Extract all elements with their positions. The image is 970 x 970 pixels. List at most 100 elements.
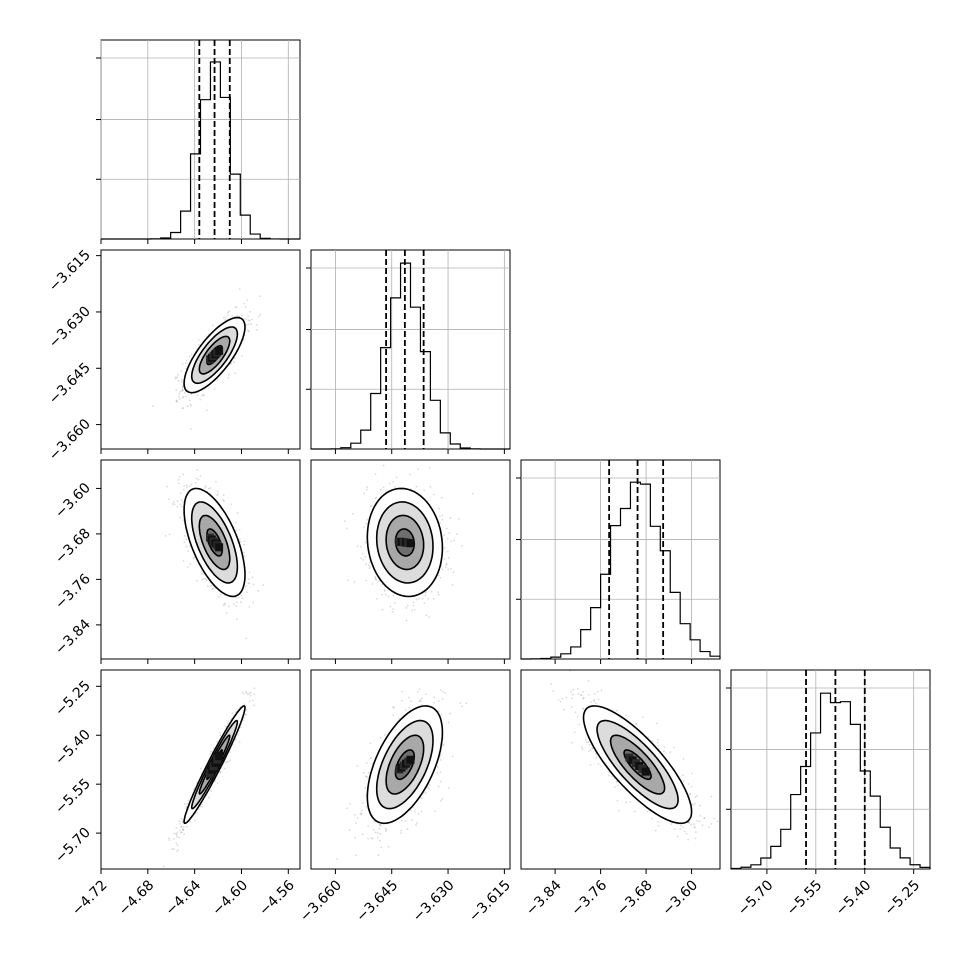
scatter-point <box>433 701 436 704</box>
scatter-point <box>369 505 372 508</box>
scatter-point <box>172 848 175 851</box>
scatter-point <box>439 771 442 774</box>
scatter-point <box>178 392 181 395</box>
scatter-point <box>367 564 370 567</box>
scatter-point <box>437 591 440 594</box>
scatter-point <box>185 359 188 362</box>
scatter-point <box>409 473 412 476</box>
scatter-point <box>182 395 185 398</box>
scatter-point <box>243 543 245 546</box>
scatter-point <box>413 608 416 611</box>
scatter-point <box>433 810 436 813</box>
scatter-point <box>437 593 440 596</box>
scatter-point <box>442 690 445 693</box>
scatter-point <box>447 568 450 571</box>
scatter-point <box>371 762 374 765</box>
scatter-point <box>439 780 442 783</box>
scatter-point <box>443 558 446 560</box>
scatter-point <box>234 306 237 308</box>
scatter-point <box>387 845 390 848</box>
scatter-point <box>185 807 188 809</box>
scatter-point <box>439 799 442 802</box>
scatter-point <box>199 475 202 478</box>
scatter-point <box>249 694 252 697</box>
density-pixel <box>406 539 415 548</box>
scatter-point <box>176 500 179 503</box>
scatter-point <box>405 607 408 609</box>
scatter-panel-3-2 <box>520 669 721 874</box>
scatter-point <box>222 494 225 496</box>
scatter-point <box>679 824 682 827</box>
scatter-point <box>423 489 426 492</box>
scatter-point <box>394 486 396 488</box>
scatter-point <box>424 791 427 794</box>
scatter-point <box>446 537 449 540</box>
scatter-point <box>381 593 383 596</box>
scatter-panel-3-0 <box>96 669 301 874</box>
histogram-step <box>520 481 721 660</box>
scatter-point <box>672 746 675 749</box>
scatter-point <box>364 555 367 558</box>
scatter-point <box>416 822 418 824</box>
scatter-point <box>215 480 217 483</box>
scatter-point <box>205 579 208 582</box>
scatter-point <box>236 512 239 514</box>
scatter-point <box>190 483 193 486</box>
scatter-point <box>259 313 262 316</box>
scatter-point <box>581 748 584 751</box>
scatter-point <box>371 505 373 507</box>
scatter-point <box>186 486 188 489</box>
panel-border <box>310 669 511 870</box>
scatter-point <box>176 850 179 853</box>
scatter-point <box>365 775 368 778</box>
scatter-point <box>703 817 706 820</box>
scatter-point <box>253 693 256 696</box>
scatter-point <box>176 831 179 834</box>
scatter-point <box>418 700 421 703</box>
scatter-point <box>360 812 363 815</box>
scatter-point <box>177 379 180 382</box>
scatter-point <box>253 704 256 707</box>
scatter-point <box>361 801 364 804</box>
scatter-point <box>423 602 426 605</box>
scatter-point <box>192 557 195 559</box>
scatter-point <box>216 490 219 493</box>
scatter-point <box>634 810 636 813</box>
scatter-point <box>657 738 660 741</box>
scatter-point <box>200 767 202 770</box>
histogram-step <box>310 262 510 450</box>
scatter-point <box>589 763 592 766</box>
scatter-point <box>234 738 237 741</box>
scatter-point <box>238 741 241 743</box>
scatter-point <box>171 848 174 850</box>
scatter-point <box>368 771 370 774</box>
scatter-point <box>375 496 378 499</box>
scatter-point <box>186 550 189 552</box>
scatter-point <box>389 605 392 608</box>
scatter-point <box>177 478 180 481</box>
scatter-point <box>393 602 396 604</box>
scatter-point <box>412 601 415 604</box>
scatter-point <box>236 601 238 604</box>
scatter-point <box>180 370 183 372</box>
histogram-step <box>730 692 931 870</box>
scatter-point <box>443 534 446 536</box>
panel-content <box>343 464 474 622</box>
scatter-point <box>366 486 368 489</box>
panel-frame <box>520 459 721 660</box>
scatter-point <box>392 706 395 709</box>
scatter-point <box>695 795 698 798</box>
scatter-point <box>233 603 235 606</box>
scatter-point <box>693 826 696 828</box>
scatter-point <box>233 361 235 364</box>
scatter-point <box>355 822 357 824</box>
scatter-point <box>181 820 184 823</box>
scatter-point <box>452 571 455 574</box>
scatter-point <box>236 315 239 317</box>
panel-content <box>162 687 256 868</box>
scatter-point <box>400 819 403 822</box>
scatter-point <box>565 696 568 699</box>
scatter-point <box>180 825 183 828</box>
scatter-point <box>178 836 181 839</box>
scatter-point <box>238 529 241 531</box>
